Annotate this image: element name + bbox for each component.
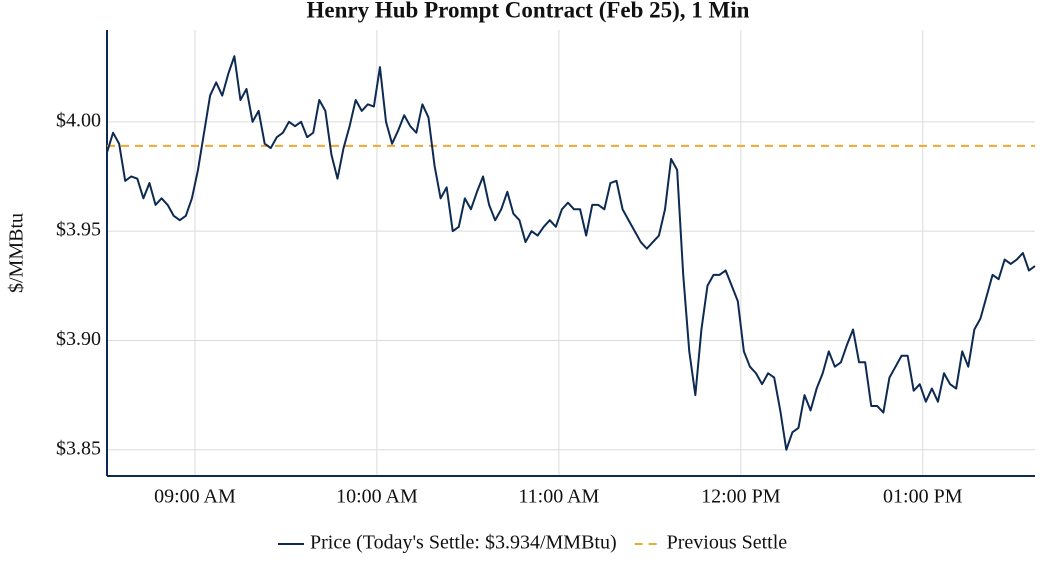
x-tick-label: 10:00 AM — [336, 486, 418, 508]
x-tick-label: 01:00 PM — [883, 486, 963, 508]
chart-title: Henry Hub Prompt Contract (Feb 25), 1 Mi… — [307, 0, 750, 22]
price-line — [106, 55, 1036, 451]
y-tick-label: $3.95 — [56, 219, 101, 241]
x-tick-label: 11:00 AM — [518, 486, 599, 508]
legend-label: Price (Today's Settle: $3.934/MMBtu) — [310, 532, 617, 554]
y-tick-label: $4.00 — [56, 109, 101, 131]
y-axis-label: $/MMBtu — [6, 213, 28, 293]
x-tick-label: 12:00 PM — [701, 486, 781, 508]
x-tick-label: 09:00 AM — [154, 486, 236, 508]
y-tick-label: $3.85 — [56, 437, 101, 459]
y-tick-label: $3.90 — [56, 328, 101, 350]
legend-label: Previous Settle — [667, 532, 788, 554]
